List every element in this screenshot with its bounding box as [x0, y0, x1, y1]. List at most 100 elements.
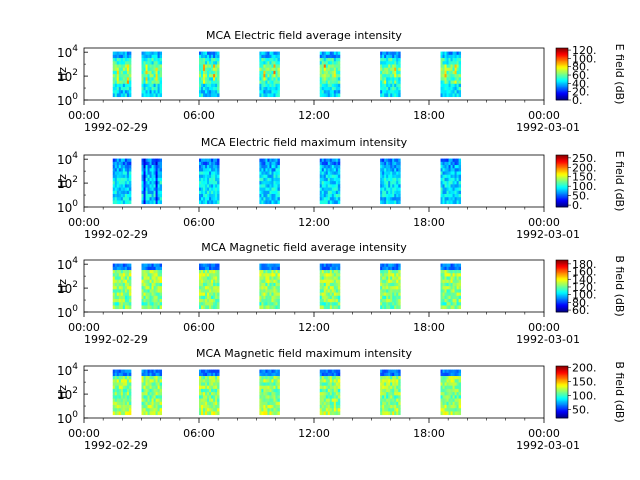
- data-cell: [147, 376, 150, 380]
- data-cell: [277, 273, 280, 277]
- data-cell: [265, 286, 268, 290]
- data-cell: [124, 302, 128, 306]
- data-cell: [446, 292, 449, 297]
- data-cell: [275, 405, 278, 409]
- data-cell: [213, 67, 216, 72]
- colorbar-swatch: [556, 67, 568, 70]
- data-cell: [271, 282, 274, 287]
- data-cell: [141, 58, 144, 62]
- data-cell: [217, 286, 220, 290]
- data-cell: [141, 270, 144, 274]
- data-cell: [384, 77, 387, 81]
- data-pass: [259, 51, 280, 98]
- data-cell: [275, 369, 278, 374]
- data-cell: [275, 282, 278, 287]
- data-cell: [394, 398, 397, 403]
- data-cell: [217, 289, 220, 293]
- data-cell: [145, 77, 148, 81]
- data-cell: [446, 369, 449, 374]
- data-cell: [458, 184, 462, 188]
- data-cell: [452, 51, 455, 56]
- data-cell: [112, 292, 116, 297]
- y-tick-exponent: 0: [72, 410, 78, 420]
- data-cell: [319, 64, 323, 69]
- data-cell: [390, 398, 393, 403]
- data-cell: [211, 165, 214, 169]
- data-cell: [329, 276, 333, 281]
- data-cell: [211, 51, 214, 56]
- data-cell: [157, 305, 161, 310]
- data-cell: [331, 93, 335, 98]
- data-cell: [151, 54, 154, 59]
- data-cell: [446, 174, 449, 179]
- data-cell: [450, 83, 453, 88]
- data-cell: [149, 376, 152, 380]
- data-cell: [209, 395, 212, 399]
- data-cell: [141, 54, 144, 59]
- data-cell: [386, 289, 389, 293]
- data-cell: [382, 292, 385, 297]
- data-cell: [277, 165, 280, 169]
- data-cell: [390, 165, 393, 169]
- data-cell: [319, 197, 323, 201]
- data-cell: [273, 266, 276, 271]
- data-cell: [325, 388, 329, 393]
- data-cell: [207, 270, 210, 274]
- data-cell: [440, 279, 443, 284]
- data-cell: [442, 398, 445, 403]
- data-cell: [329, 372, 333, 377]
- data-cell: [199, 80, 202, 85]
- data-cell: [217, 395, 220, 399]
- data-cell: [141, 266, 144, 271]
- colorbar-swatch: [556, 49, 568, 51]
- data-cell: [319, 376, 323, 380]
- data-cell: [394, 369, 397, 374]
- data-cell: [327, 90, 331, 94]
- data-cell: [271, 74, 274, 78]
- data-cell: [263, 93, 266, 98]
- data-cell: [259, 64, 262, 69]
- data-cell: [444, 372, 447, 377]
- data-cell: [333, 197, 337, 201]
- data-cell: [112, 282, 116, 287]
- data-cell: [275, 276, 278, 281]
- data-cell: [333, 70, 337, 75]
- data-cell: [151, 385, 154, 390]
- data-cell: [151, 398, 154, 403]
- data-cell: [325, 158, 329, 163]
- data-cell: [337, 266, 341, 271]
- data-cell: [337, 77, 341, 81]
- data-cell: [118, 276, 122, 281]
- data-cell: [122, 388, 126, 393]
- data-cell: [267, 379, 270, 383]
- data-cell: [337, 305, 341, 310]
- colorbar-swatch: [556, 89, 568, 92]
- data-cell: [386, 376, 389, 380]
- data-cell: [153, 174, 156, 179]
- data-cell: [458, 161, 462, 166]
- data-cell: [159, 90, 163, 94]
- data-cell: [259, 405, 262, 409]
- data-cell: [217, 276, 220, 281]
- data-cell: [452, 263, 455, 268]
- data-cell: [199, 67, 202, 72]
- data-cell: [145, 376, 148, 380]
- data-cell: [394, 388, 397, 393]
- colorbar-swatch: [556, 75, 568, 77]
- data-cell: [450, 379, 453, 383]
- data-cell: [386, 292, 389, 297]
- data-cell: [207, 177, 210, 182]
- data-cell: [209, 194, 212, 198]
- data-cell: [440, 408, 443, 412]
- data-cell: [155, 70, 158, 75]
- data-cell: [263, 398, 266, 403]
- data-cell: [205, 200, 208, 205]
- data-cell: [153, 276, 156, 281]
- data-cell: [205, 174, 208, 179]
- data-cell: [273, 190, 276, 195]
- data-cell: [118, 64, 122, 69]
- data-cell: [209, 177, 212, 182]
- data-cell: [261, 270, 264, 274]
- data-cell: [396, 197, 399, 201]
- data-cell: [323, 388, 327, 393]
